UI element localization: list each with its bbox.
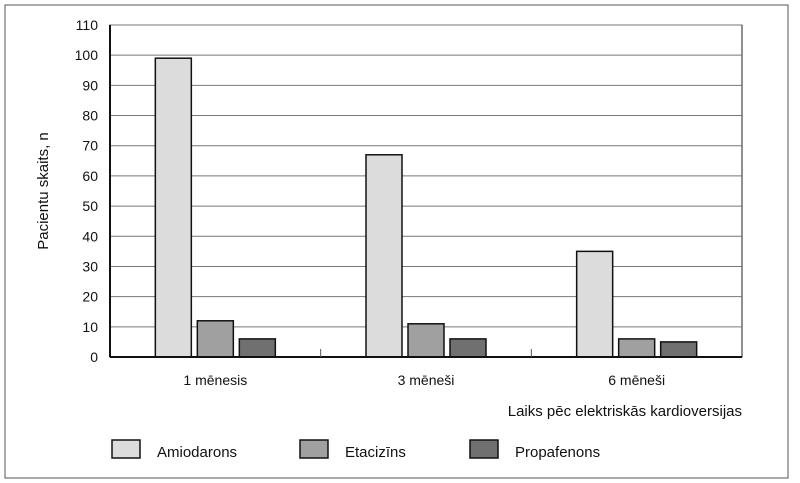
bar-propafenons-2 (449, 338, 487, 358)
figure-frame (4, 4, 789, 479)
y-tick-label: 10 (82, 319, 98, 335)
legend-label: Etacizīns (345, 444, 406, 461)
legend-label: Propafenons (515, 444, 600, 461)
y-tick-label: 20 (82, 289, 98, 305)
x-tick-label: 3 mēneši (398, 372, 455, 388)
legend-label: Amiodarons (157, 444, 237, 461)
x-tick-label: 6 mēneši (608, 372, 665, 388)
bar-propafenons-3 (659, 341, 698, 358)
bar-etacizīns-1 (196, 320, 235, 358)
bar-amiodarons-1 (154, 57, 193, 358)
legend-swatch (111, 439, 141, 459)
y-tick-label: 80 (82, 108, 98, 124)
bar-amiodarons-2 (365, 154, 403, 358)
legend-swatch (299, 439, 329, 459)
bar-etacizīns-2 (407, 323, 445, 358)
x-axis-label: Laiks pēc elektriskās kardioversijas (508, 403, 742, 420)
y-tick-label: 40 (82, 228, 98, 244)
bar-etacizīns-3 (617, 338, 656, 358)
y-tick-label: 30 (82, 258, 98, 274)
y-tick-label: 110 (76, 17, 99, 33)
y-tick-label: 50 (82, 198, 98, 214)
y-tick-label: 0 (90, 349, 98, 365)
bar-propafenons-1 (238, 338, 277, 358)
y-tick-label: 100 (75, 47, 99, 63)
x-tick-label: 1 mēnesis (183, 372, 247, 388)
bar-amiodarons-3 (575, 250, 614, 358)
y-axis-label: Pacientu skaits, n (35, 132, 52, 250)
legend-swatch (469, 439, 499, 459)
y-tick-label: 60 (82, 168, 98, 184)
plot-area (109, 24, 743, 358)
y-tick-label: 70 (82, 138, 98, 154)
y-tick-label: 90 (82, 77, 98, 93)
